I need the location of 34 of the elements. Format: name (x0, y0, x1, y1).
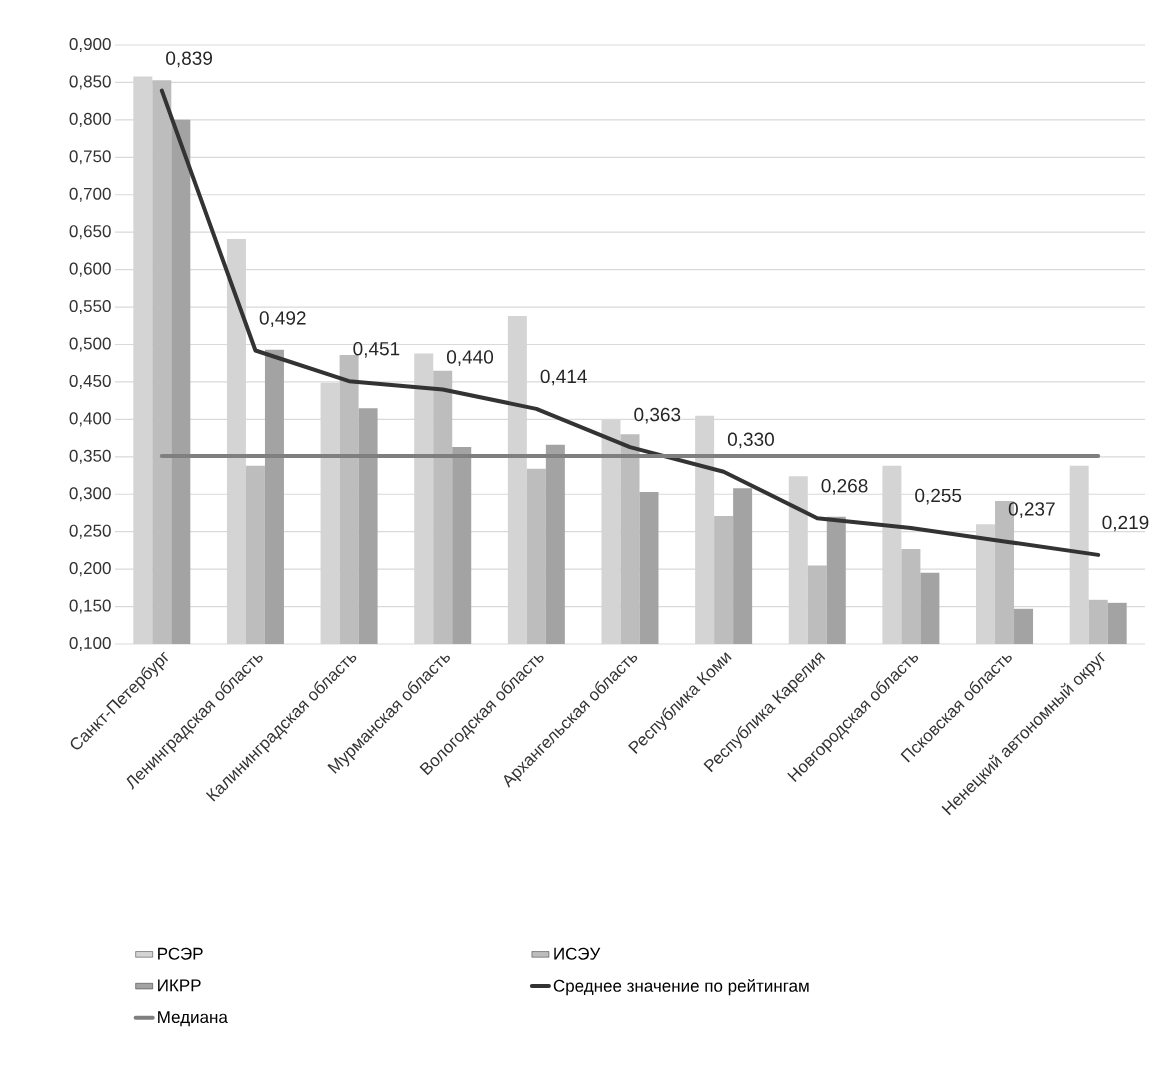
data-label: 0,414 (540, 369, 587, 386)
data-label: 0,363 (634, 407, 681, 424)
legend-label: Среднее значение по рейтингам (553, 979, 809, 996)
y-tick-label: 0,600 (69, 262, 111, 277)
legend-label: ИСЭУ (554, 947, 601, 960)
data-label: 0,440 (447, 350, 494, 366)
y-tick-label: 0,900 (69, 37, 111, 53)
data-label: 0,492 (259, 311, 306, 327)
y-tick-label: 0,400 (69, 412, 111, 427)
data-label: 0,330 (727, 432, 774, 449)
data-label: 0,268 (821, 478, 868, 495)
y-tick-label: 0,800 (69, 112, 111, 127)
y-tick-label: 0,500 (69, 337, 111, 352)
data-label: 0,451 (353, 341, 400, 358)
y-tick-label: 0,350 (69, 449, 111, 464)
legend-label: Медиана (158, 1011, 228, 1027)
y-tick-label: 0,300 (69, 487, 111, 502)
data-label: 0,219 (1102, 515, 1149, 532)
legend-label: ИКРР (158, 979, 201, 992)
data-label: 0,839 (166, 51, 212, 68)
line-series (159, 88, 1101, 557)
y-tick-label: 0,700 (69, 187, 111, 202)
y-tick-label: 0,250 (69, 524, 111, 539)
y-tick-label: 0,750 (69, 150, 111, 165)
y-tick-label: 0,450 (69, 374, 111, 389)
data-label: 0,255 (915, 488, 962, 505)
data-label: 0,237 (1008, 502, 1055, 518)
legend-label: РСЭР (158, 947, 203, 960)
y-tick-label: 0,200 (69, 562, 111, 577)
y-tick-label: 0,100 (69, 636, 111, 652)
y-tick-label: 0,150 (69, 599, 111, 614)
y-tick-label: 0,650 (69, 225, 111, 240)
y-tick-label: 0,850 (69, 75, 111, 90)
y-tick-label: 0,550 (69, 300, 111, 315)
